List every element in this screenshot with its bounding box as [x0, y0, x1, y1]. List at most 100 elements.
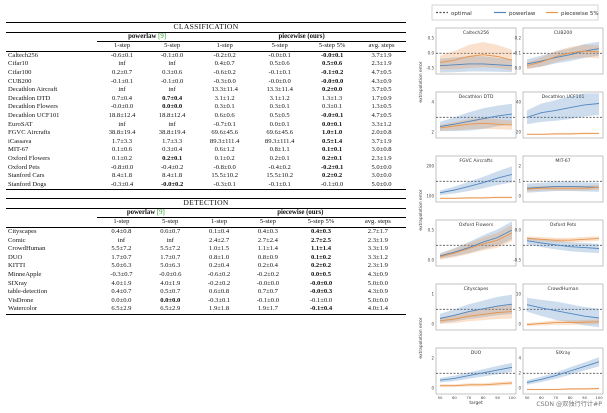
- column-header: 5-step: [162, 218, 179, 226]
- table-cell: 5.0±0.0: [367, 279, 388, 287]
- table-cell: 2.3±1.9: [367, 262, 388, 270]
- table-row: DUO 1.7±0.7 1.7±0.7 0.8±1.0 0.8±0.9 0.1±0.2 3.…: [6, 254, 406, 263]
- table-cell: inf: [168, 86, 176, 94]
- table-cell: 4.0±1.4: [349, 305, 406, 316]
- table-row: Watercolor 6.5±2.9 6.5±2.9 1.9±1.8 1.9±1.7 -0…: [6, 305, 406, 316]
- table-cell: inf: [168, 120, 176, 128]
- column-header: 5-step 5%: [307, 218, 335, 226]
- table-cell: -0.4±0.2: [268, 163, 291, 171]
- table-row: CrowdHuman 5.5±7.2 5.5±7.2 1.0±1.5 1.1±1.4 1.…: [6, 245, 406, 254]
- table-cell: 1.7±3.3: [111, 137, 133, 145]
- table-cell: 0.3±0.1: [214, 103, 235, 111]
- piecewise-line: [526, 50, 600, 67]
- x-tick-label: 100: [595, 395, 603, 400]
- table-cell: -0.0±0.1: [307, 50, 358, 61]
- dataset-name: Cifar100: [8, 68, 32, 76]
- panel-title: CUB200: [554, 30, 573, 36]
- dataset-name: DUO: [8, 253, 23, 261]
- table-cell: 0.7±0.4: [162, 94, 183, 102]
- table-cell: 1.0±1.5: [209, 245, 230, 253]
- column-header: 1-step: [113, 218, 130, 226]
- table-cell: 15.5±10.2: [211, 172, 239, 180]
- table-cell: -0.0±0.1: [320, 111, 344, 119]
- table-cell: 0.4±0.3: [243, 227, 293, 237]
- group-header-row: powerlaw [9] piecewise (ours): [6, 31, 406, 43]
- powerlaw-band: [527, 237, 599, 254]
- section-title-row: DETECTION: [6, 198, 406, 209]
- piecewise-line: [439, 232, 513, 258]
- dataset-name: MinneApple: [8, 271, 42, 279]
- table-cell: 0.1±0.6: [111, 146, 133, 154]
- extrapolation-error-figure: optimal powerlaw piecewise 5% Caltech256 0.5…: [418, 4, 604, 408]
- piecewise-line: [440, 382, 513, 387]
- dataset-name: Cityscapes: [6, 227, 97, 237]
- table-cell: 2.3±1.9: [367, 236, 388, 244]
- column-header: 5-step 5%: [318, 42, 346, 50]
- table-cell: 0.0±0.1: [269, 120, 290, 128]
- table-cell: -0.0±0.0: [256, 279, 280, 287]
- y-tick-label: 5: [518, 307, 521, 312]
- table-cell: 4.3±0.9: [367, 271, 388, 279]
- table-cell: 5.0±0.0: [357, 180, 406, 191]
- y-axis-label: extrapolation error: [418, 317, 424, 358]
- citation-link[interactable]: [9]: [156, 208, 165, 216]
- table-cell: 1.7±0.7: [111, 253, 132, 261]
- table-cell: 0.6±0.8: [209, 288, 230, 296]
- table-cell: 2.3±1.9: [371, 60, 392, 68]
- table-row: Cifar100 0.2±0.7 0.3±0.6 -0.6±0.2 -0.1±0.1 -0…: [6, 69, 406, 78]
- table-row: Decathlon Aircraft inf inf 13.3±11.4 13.3±11…: [6, 86, 406, 95]
- y-tick-label: 0: [518, 322, 521, 327]
- y-tick-label: 200: [426, 164, 434, 169]
- piecewise-band: [527, 236, 599, 243]
- dataset-name: CUB200: [8, 77, 32, 85]
- table-cell: -0.1±0.0: [256, 296, 280, 304]
- table-cell: 0.2±0.4: [209, 262, 230, 270]
- table-cell: 0.7±0.7: [257, 288, 278, 296]
- y-tick-label: 1: [431, 292, 434, 297]
- section-title: DETECTION: [6, 198, 406, 209]
- panel-title: MIT-67: [555, 158, 570, 164]
- y-tick-label: 0.1: [515, 51, 522, 56]
- group-powerlaw-label: powerlaw: [128, 32, 159, 40]
- table-cell: -0.1±0.1: [268, 68, 291, 76]
- y-tick-label: 0.5: [428, 228, 435, 233]
- y-tick-label: 100: [426, 194, 434, 199]
- table-cell: 5.0±6.3: [111, 262, 132, 270]
- table-cell: 0.2±0.1: [269, 154, 290, 162]
- y-tick-label: 0.0: [515, 228, 522, 233]
- table-cell: 1.7±3.3: [162, 137, 183, 145]
- table-cell: 0.1±0.2: [310, 253, 332, 261]
- table-cell: 2.7±2.5: [310, 236, 332, 244]
- piecewise-line: [527, 132, 599, 135]
- citation-link[interactable]: [9]: [158, 32, 167, 40]
- table-cell: -0.3±0.4: [97, 180, 148, 191]
- y-tick-label: 0.0: [515, 66, 522, 71]
- powerlaw-band: [527, 181, 599, 193]
- table-cell: 0.1±0.2: [111, 154, 133, 162]
- table-cell: 0.3±0.6: [162, 68, 183, 76]
- table-cell: -0.8±0.0: [110, 163, 134, 171]
- panel-title: FGVC Aircrafts: [459, 158, 493, 164]
- piecewise-band: [440, 42, 512, 71]
- panel-frame: [435, 27, 517, 75]
- table-row: FGVC Aircrafts 38.8±19.4 38.8±19.4 69.6±45.…: [6, 129, 406, 138]
- panel-frame: [435, 283, 517, 331]
- x-tick-label: 100: [508, 395, 516, 400]
- dataset-name: Decathlon DTD: [8, 94, 51, 102]
- table-cell: 3.7±1.9: [371, 137, 392, 145]
- piecewise-line: [526, 237, 600, 241]
- table-cell: 0.7±0.4: [111, 94, 133, 102]
- table-cell: 3.7±1.9: [357, 50, 406, 61]
- table-cell: -0.0±0.0: [320, 77, 344, 85]
- x-tick-label: 70: [466, 395, 471, 400]
- table-cell: 4.0±1.9: [160, 279, 181, 287]
- table-cell: 3.0±0.0: [371, 172, 392, 180]
- y-axis-label: extrapolation error: [418, 189, 424, 230]
- dataset-name: iCassava: [8, 137, 32, 145]
- powerlaw-line: [439, 173, 513, 194]
- table-row: Cifar10 inf inf 0.4±0.7 0.5±0.6 0.5±0.6 2.3±1.…: [6, 60, 406, 69]
- table-cell: -0.1±0.0: [147, 50, 198, 61]
- table-cell: 5.0±0.0: [371, 163, 392, 171]
- piecewise-line: [439, 54, 513, 63]
- table-cell: 0.2±0.7: [111, 68, 133, 76]
